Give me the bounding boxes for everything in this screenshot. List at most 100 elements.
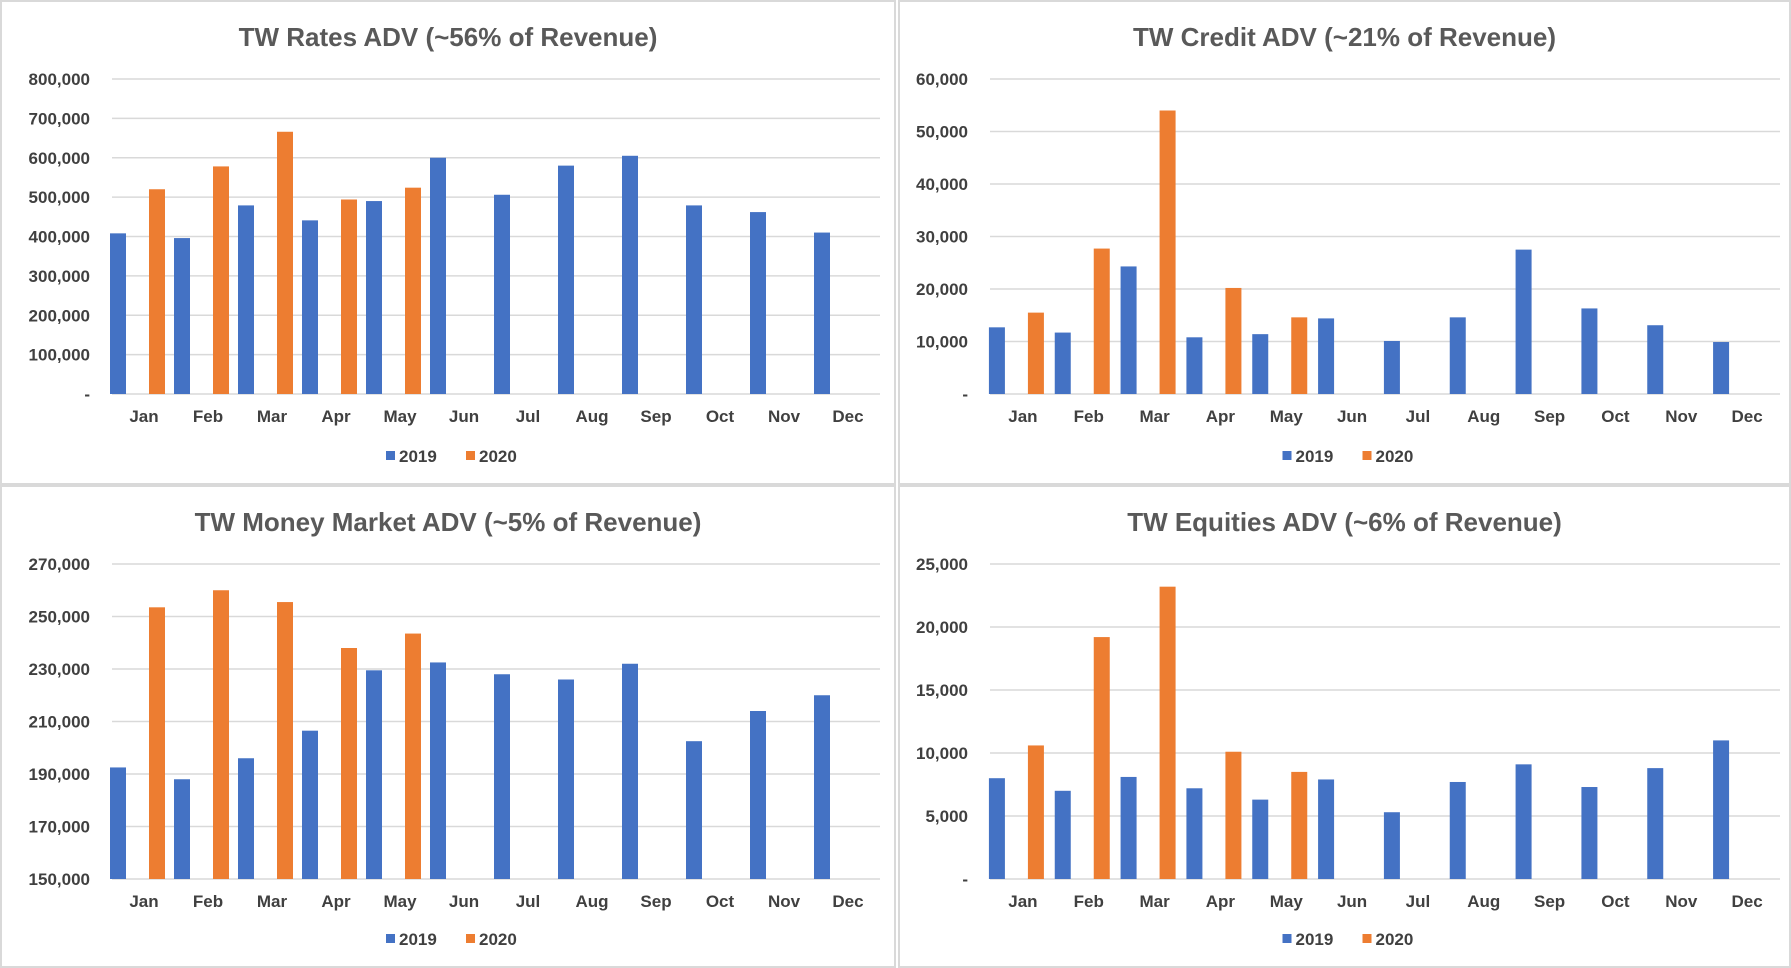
chart-panel-rates: TW Rates ADV (~56% of Revenue) - 100,000 20… [0, 0, 896, 485]
x-tick-label: Oct [706, 407, 735, 426]
bar-2019 [1186, 337, 1203, 394]
legend-label-2019: 2019 [399, 447, 437, 466]
legend-swatch-2019 [1282, 451, 1292, 460]
y-tick-label: 700,000 [29, 109, 90, 128]
y-tick-label: 20,000 [916, 618, 968, 637]
chart-panel-money-market: TW Money Market ADV (~5% of Revenue) 150,… [0, 485, 896, 968]
bar-2019 [1581, 308, 1598, 394]
legend-label-2019: 2019 [1296, 447, 1334, 466]
bar-2019 [1318, 779, 1335, 879]
y-tick-label: 40,000 [916, 175, 968, 194]
legend-label-2019: 2019 [1296, 930, 1334, 949]
legend-label-2020: 2020 [1376, 930, 1414, 949]
y-tick-label: 150,000 [29, 870, 90, 889]
x-tick-label: Jun [449, 407, 479, 426]
bar-2020 [1093, 248, 1110, 394]
y-tick-label: 10,000 [916, 744, 968, 763]
x-tick-label: Dec [1731, 407, 1762, 426]
chart-panel-credit: TW Credit ADV (~21% of Revenue) - 10,000 20… [898, 0, 1791, 485]
bar-2019 [1449, 317, 1466, 394]
bar-2019 [1713, 740, 1730, 879]
x-tick-label: Jun [1337, 892, 1367, 911]
x-tick-label: Feb [1074, 892, 1104, 911]
bar-2019 [174, 779, 190, 879]
y-tick-label: 200,000 [29, 306, 90, 325]
y-tick-label: 800,000 [29, 70, 90, 89]
x-tick-label: May [1270, 407, 1304, 426]
x-tick-label: Apr [321, 892, 351, 911]
chart-svg: TW Equities ADV (~6% of Revenue) - 5,000 10… [916, 507, 1780, 949]
bar-2019 [1515, 764, 1532, 879]
y-tick-label: 250,000 [29, 608, 90, 627]
y-tick-label: 100,000 [29, 346, 90, 365]
bar-2019 [110, 233, 126, 394]
bar-2019 [430, 157, 446, 394]
bar-2019 [1515, 249, 1532, 394]
bar-2020 [405, 187, 421, 394]
x-tick-label: Nov [1665, 892, 1698, 911]
x-tick-label: Jul [1406, 407, 1431, 426]
y-tick-label: 25,000 [916, 555, 968, 574]
chart-title: TW Rates ADV (~56% of Revenue) [239, 22, 658, 52]
bar-2019 [1647, 325, 1664, 394]
bar-2019 [686, 205, 702, 394]
y-tick-label: - [962, 870, 968, 889]
legend-swatch-2020 [466, 934, 475, 943]
y-tick-label: 270,000 [29, 555, 90, 574]
bar-2020 [1291, 771, 1308, 879]
bar-2019 [750, 212, 766, 394]
x-tick-label: Mar [257, 407, 288, 426]
bar-2020 [1225, 287, 1242, 394]
y-tick-label: - [84, 385, 90, 404]
y-tick-label: 20,000 [916, 280, 968, 299]
bar-2019 [1581, 787, 1598, 879]
bar-2019 [366, 201, 382, 394]
legend-label-2020: 2020 [479, 447, 517, 466]
bar-2019 [686, 741, 702, 879]
bar-2019 [1318, 318, 1335, 394]
bar-2020 [1159, 586, 1176, 879]
x-tick-label: Jun [449, 892, 479, 911]
x-tick-label: Aug [575, 892, 608, 911]
bar-2020 [1159, 110, 1176, 394]
bar-2020 [277, 602, 293, 879]
bar-2019 [1252, 799, 1269, 879]
x-tick-label: Mar [1139, 892, 1170, 911]
x-tick-label: Oct [1601, 407, 1630, 426]
bar-2019 [238, 758, 254, 879]
x-tick-label: Jul [516, 407, 541, 426]
bar-2019 [174, 238, 190, 394]
y-tick-label: 230,000 [29, 660, 90, 679]
bar-2020 [149, 607, 165, 879]
bar-2019 [622, 155, 638, 394]
bar-2019 [1186, 788, 1203, 879]
x-tick-label: Nov [768, 892, 801, 911]
x-tick-label: Aug [1467, 892, 1500, 911]
y-tick-label: 600,000 [29, 149, 90, 168]
bar-2019 [430, 662, 446, 879]
legend-swatch-2019 [1282, 934, 1292, 943]
bar-2019 [622, 663, 638, 879]
y-tick-label: 500,000 [29, 188, 90, 207]
bar-2019 [1383, 812, 1400, 879]
bar-2019 [302, 220, 318, 394]
bar-2019 [494, 674, 510, 879]
chart-panel-equities: TW Equities ADV (~6% of Revenue) - 5,000 10… [898, 485, 1791, 968]
chart-svg: TW Money Market ADV (~5% of Revenue) 150,… [29, 507, 880, 949]
x-tick-label: Sep [1534, 407, 1565, 426]
x-tick-label: May [383, 892, 417, 911]
bar-2019 [1252, 334, 1269, 394]
x-tick-label: Apr [321, 407, 351, 426]
y-tick-label: 210,000 [29, 713, 90, 732]
x-tick-label: Sep [640, 407, 671, 426]
y-tick-label: 15,000 [916, 681, 968, 700]
x-tick-label: Apr [1206, 407, 1236, 426]
x-tick-label: May [383, 407, 417, 426]
bar-2019 [558, 679, 574, 879]
x-tick-label: Feb [193, 892, 223, 911]
bar-2019 [366, 670, 382, 879]
x-tick-label: Nov [1665, 407, 1698, 426]
legend-label-2020: 2020 [479, 930, 517, 949]
bar-2020 [405, 633, 421, 879]
x-tick-label: Nov [768, 407, 801, 426]
